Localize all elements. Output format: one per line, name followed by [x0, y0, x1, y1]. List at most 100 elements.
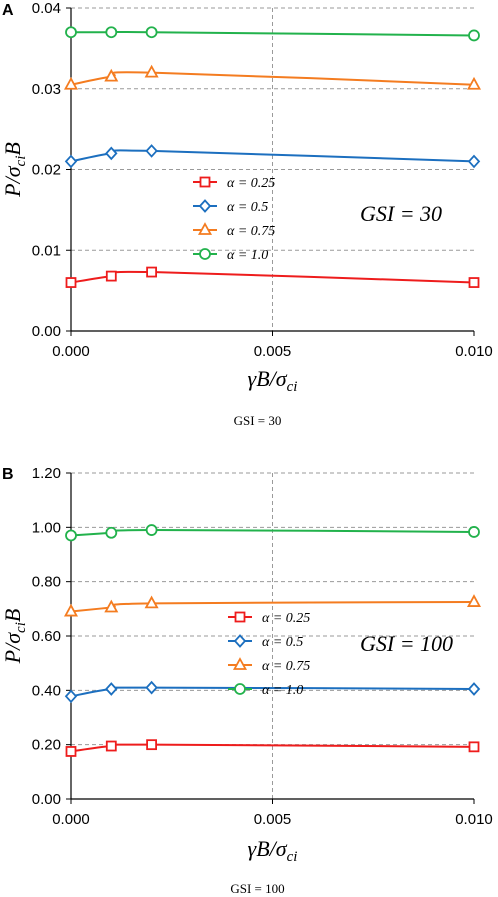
- series-line: [70, 30, 475, 37]
- legend-marker: [199, 248, 211, 260]
- panel-letter: B: [2, 466, 14, 483]
- data-point: [63, 76, 79, 90]
- data-point: [467, 154, 481, 169]
- data-point: [65, 529, 77, 542]
- legend-marker: [234, 611, 246, 623]
- y-axis-title-sub: ci: [13, 622, 29, 633]
- data-point: [105, 146, 118, 161]
- data-point: [466, 594, 482, 607]
- series-triangle: [63, 64, 482, 90]
- series-line: [70, 529, 475, 537]
- series-line: [70, 270, 475, 284]
- x-axis-title-main: γB/σ: [248, 366, 288, 391]
- series-line: [70, 743, 475, 753]
- series-triangle: [63, 594, 482, 617]
- gsi-annotation: GSI = 30: [360, 201, 442, 226]
- data-point: [65, 277, 77, 288]
- y-axis-title-sub: ci: [13, 156, 29, 167]
- y-axis-title-post: B: [0, 142, 25, 155]
- legend-label: α = 0.25: [227, 176, 275, 191]
- y-tick-label: 0.03: [32, 81, 61, 98]
- data-point: [468, 526, 480, 538]
- x-axis-title-sub: ci: [287, 379, 298, 395]
- legend-marker: [233, 634, 247, 648]
- legend: α = 0.25 α = 0.5 α = 0.75 α = 1.0: [193, 176, 275, 263]
- x-tick-label: 0.005: [254, 343, 292, 360]
- x-tick-label: 0.010: [455, 811, 493, 828]
- x-tick-label: 0.000: [52, 811, 90, 828]
- x-tick-label: 0.010: [455, 343, 493, 360]
- legend-marker: [198, 199, 212, 213]
- legend: α = 0.25 α = 0.5 α = 0.75 α = 1.0: [228, 611, 310, 698]
- y-axis-title-pre: P/σ: [0, 165, 25, 198]
- y-tick-label: 0.80: [32, 574, 61, 591]
- legend-marker: [199, 176, 211, 188]
- series-circle: [65, 524, 480, 542]
- series-square: [65, 266, 480, 288]
- legend-label: α = 0.75: [262, 659, 310, 674]
- y-tick-label: 1.00: [32, 519, 61, 536]
- data-point: [65, 746, 77, 757]
- y-axis-title-post: B: [0, 609, 25, 622]
- y-axis-title: P/σciB: [0, 142, 29, 198]
- x-axis-title: γB/σci: [248, 366, 298, 395]
- data-point: [146, 739, 158, 751]
- series-line: [70, 686, 475, 698]
- data-point: [468, 741, 480, 753]
- y-tick-label: 0.00: [32, 791, 61, 808]
- data-point: [145, 144, 158, 158]
- data-point: [144, 64, 159, 78]
- chart-panel-b: B 0.00 0.20 0.40 0.60 0.80 1.00 1.20 0.000 0.005 0…: [0, 465, 493, 896]
- data-point: [104, 599, 119, 613]
- data-point: [144, 595, 159, 609]
- data-point: [468, 29, 480, 42]
- data-point: [104, 68, 119, 82]
- data-point: [105, 26, 118, 39]
- data-point: [145, 524, 158, 536]
- legend-label: α = 0.5: [227, 200, 268, 215]
- y-tick-label: 0.04: [32, 0, 61, 17]
- legend-marker: [197, 222, 213, 235]
- x-axis-title-main: γB/σ: [248, 836, 288, 861]
- panel-letter: A: [2, 2, 14, 19]
- data-point: [105, 682, 118, 696]
- panel-caption: GSI = 30: [234, 413, 282, 428]
- legend-label: α = 0.75: [227, 224, 275, 239]
- x-tick-label: 0.005: [254, 811, 292, 828]
- data-point: [64, 154, 78, 169]
- legend-label: α = 0.5: [262, 635, 303, 650]
- data-point: [65, 26, 77, 39]
- data-point: [105, 526, 118, 539]
- series-circle: [65, 26, 480, 42]
- data-point: [63, 603, 79, 617]
- y-tick-label: 1.20: [32, 465, 61, 482]
- series-square: [65, 739, 480, 757]
- data-point: [145, 680, 158, 695]
- y-tick-label: 0.40: [32, 682, 61, 699]
- y-tick-label: 0.02: [32, 162, 61, 179]
- y-tick-label: 0.01: [32, 242, 61, 259]
- series-diamond: [64, 680, 481, 704]
- y-axis-title-pre: P/σ: [0, 632, 25, 665]
- data-point: [468, 277, 480, 288]
- legend-marker: [234, 683, 246, 695]
- x-tick-label: 0.000: [52, 343, 90, 360]
- legend-label: α = 1.0: [227, 248, 268, 263]
- series-line: [70, 71, 475, 86]
- data-point: [145, 26, 158, 39]
- y-tick-label: 0.00: [32, 323, 61, 340]
- chart-panel-a: A 0.00 0.01 0.02 0.03 0.04 0.000 0.005 0.010 γB/σ…: [0, 0, 493, 428]
- y-tick-label: 0.20: [32, 737, 61, 754]
- series-line: [70, 149, 475, 163]
- data-point: [64, 689, 78, 704]
- panel-caption: GSI = 100: [230, 881, 284, 896]
- data-point: [105, 270, 117, 282]
- gsi-annotation: GSI = 100: [360, 631, 453, 656]
- data-point: [105, 740, 117, 752]
- data-point: [466, 76, 482, 90]
- x-axis-title-sub: ci: [287, 849, 298, 865]
- series-line: [70, 601, 475, 613]
- data-point: [146, 266, 158, 278]
- y-tick-label: 0.60: [32, 628, 61, 645]
